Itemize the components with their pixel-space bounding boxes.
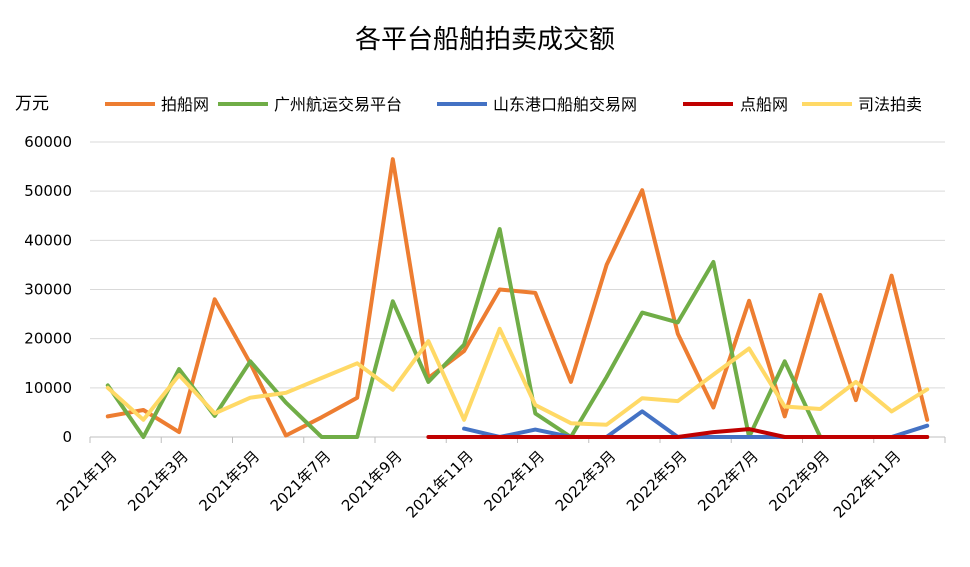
y-tick-label: 50000: [24, 182, 72, 200]
legend: 拍船网 广州航运交易平台 山东港口船舶交易网 点船网 司法拍卖: [105, 95, 922, 114]
y-tick-label: 20000: [24, 330, 72, 348]
series-line-3: [426, 427, 930, 439]
x-tick-label: 2021年9月: [338, 447, 406, 515]
x-tick-label: 2021年5月: [195, 447, 263, 515]
y-tick-label: 10000: [24, 379, 72, 397]
x-tick-label: 2022年11月: [830, 447, 904, 521]
legend-label-3: 点船网: [740, 95, 788, 114]
legend-label-2: 山东港口船舶交易网: [493, 95, 637, 114]
grid-lines: [90, 141, 945, 389]
y-tick-label: 0: [62, 428, 72, 446]
chart-title: 各平台船舶拍卖成交额: [355, 25, 615, 55]
series-lines: [105, 157, 930, 439]
x-tick-label: 2022年3月: [552, 447, 620, 515]
x-axis-ticks: 2021年1月 2021年3月 2021年5月 2021年7月 2021年9月2021年…: [53, 447, 904, 521]
y-axis-unit: 万元: [15, 94, 49, 114]
x-tick-label: 2022年1月: [480, 447, 548, 515]
y-tick-label: 30000: [24, 281, 72, 299]
y-tick-label: 60000: [24, 133, 72, 151]
legend-label-1: 广州航运交易平台: [274, 95, 402, 114]
legend-label-4: 司法拍卖: [858, 95, 922, 114]
y-tick-label: 40000: [24, 231, 72, 249]
x-tick-label: 2022年9月: [765, 447, 833, 515]
series-line-1: [105, 227, 930, 439]
x-tick-label: 2021年1月: [53, 447, 121, 515]
x-tick-label: 2022年7月: [694, 447, 762, 515]
x-tick-label: 2021年7月: [267, 447, 335, 515]
series-line-4: [105, 326, 930, 427]
x-tick-label: 2022年5月: [623, 447, 691, 515]
legend-label-0: 拍船网: [161, 95, 209, 114]
series-line-0: [105, 157, 930, 438]
x-tick-label: 2021年3月: [124, 447, 192, 515]
y-axis-ticks: 0 10000 20000 30000 40000 50000 60000: [24, 133, 72, 446]
x-tick-label: 2021年11月: [402, 447, 476, 521]
